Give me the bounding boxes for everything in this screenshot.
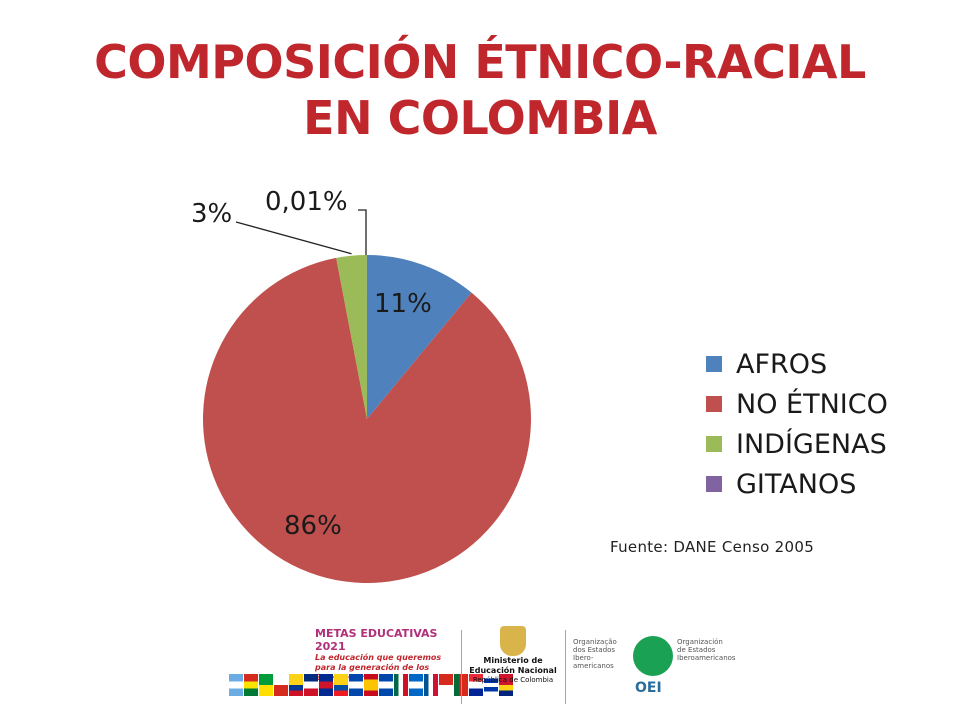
chart-title: COMPOSICIÓN ÉTNICO-RACIAL EN COLOMBIA: [94, 35, 866, 145]
coat-of-arms-icon: [500, 626, 526, 656]
oei-wordmark: OEI: [635, 680, 662, 696]
legend-label-indigenas: INDÍGENAS: [736, 428, 887, 460]
oei-logo: Organização dos Estados Ibero-americanos…: [571, 630, 736, 706]
flag-icon: [439, 674, 453, 696]
legend-item-no-etnico: NO ÉTNICO: [706, 384, 888, 424]
footer-divider: [461, 630, 462, 704]
flag-icon: [244, 674, 258, 696]
flags-strip: [229, 674, 513, 696]
oei-text-right: Organización de Estados Iberoamericanos: [677, 638, 736, 662]
legend-swatch-afros: [706, 356, 722, 372]
flag-icon: [379, 674, 393, 696]
oei-text-left: Organização dos Estados Ibero-americanos: [573, 638, 617, 670]
flag-icon: [304, 674, 318, 696]
leader-line-gitanos: [358, 209, 367, 255]
flag-icon: [394, 674, 408, 696]
legend: AFROS NO ÉTNICO INDÍGENAS GITANOS: [706, 344, 888, 504]
legend-label-gitanos: GITANOS: [736, 468, 857, 500]
flag-icon: [229, 674, 243, 696]
flag-icon: [499, 674, 513, 696]
flag-icon: [409, 674, 423, 696]
metas-logo-title: METAS EDUCATIVAS 2021: [315, 627, 438, 653]
source-note: Fuente: DANE Censo 2005: [610, 538, 815, 556]
legend-swatch-no-etnico: [706, 396, 722, 412]
flag-icon: [334, 674, 348, 696]
legend-swatch-indigenas: [706, 436, 722, 452]
footer-logos: METAS EDUCATIVAS 2021 La educación que q…: [229, 624, 736, 710]
flag-icon: [349, 674, 363, 696]
flag-icon: [274, 674, 288, 696]
flag-icon: [319, 674, 333, 696]
pie-slice-afros: [367, 255, 472, 419]
data-label-indigenas: 3%: [191, 199, 232, 229]
legend-label-afros: AFROS: [736, 348, 828, 380]
ministry-subtitle: República de Colombia: [472, 676, 554, 684]
legend-item-indigenas: INDÍGENAS: [706, 424, 888, 464]
flag-icon: [469, 674, 483, 696]
data-label-gitanos: 0,01%: [265, 187, 348, 217]
data-label-no-etnico: 86%: [284, 511, 342, 541]
legend-item-afros: AFROS: [706, 344, 888, 384]
legend-item-gitanos: GITANOS: [706, 464, 888, 504]
flag-icon: [289, 674, 303, 696]
flag-icon: [259, 674, 273, 696]
flag-icon: [424, 674, 438, 696]
pie-slice-no-etnico: [202, 257, 531, 583]
legend-label-no-etnico: NO ÉTNICO: [736, 388, 888, 420]
legend-swatch-gitanos: [706, 476, 722, 492]
flag-icon: [484, 674, 498, 696]
oei-emblem-icon: [633, 636, 673, 676]
flag-icon: [364, 674, 378, 696]
pie-slice-indigenas: [336, 255, 367, 419]
leader-line-indigenas: [235, 221, 352, 255]
ministerio-educacion-logo: Ministerio de Educación Nacional Repúbli…: [467, 626, 559, 708]
data-label-afros: 11%: [374, 289, 432, 319]
ministry-title: Ministerio de Educación Nacional: [469, 656, 557, 675]
footer-divider: [565, 630, 566, 704]
